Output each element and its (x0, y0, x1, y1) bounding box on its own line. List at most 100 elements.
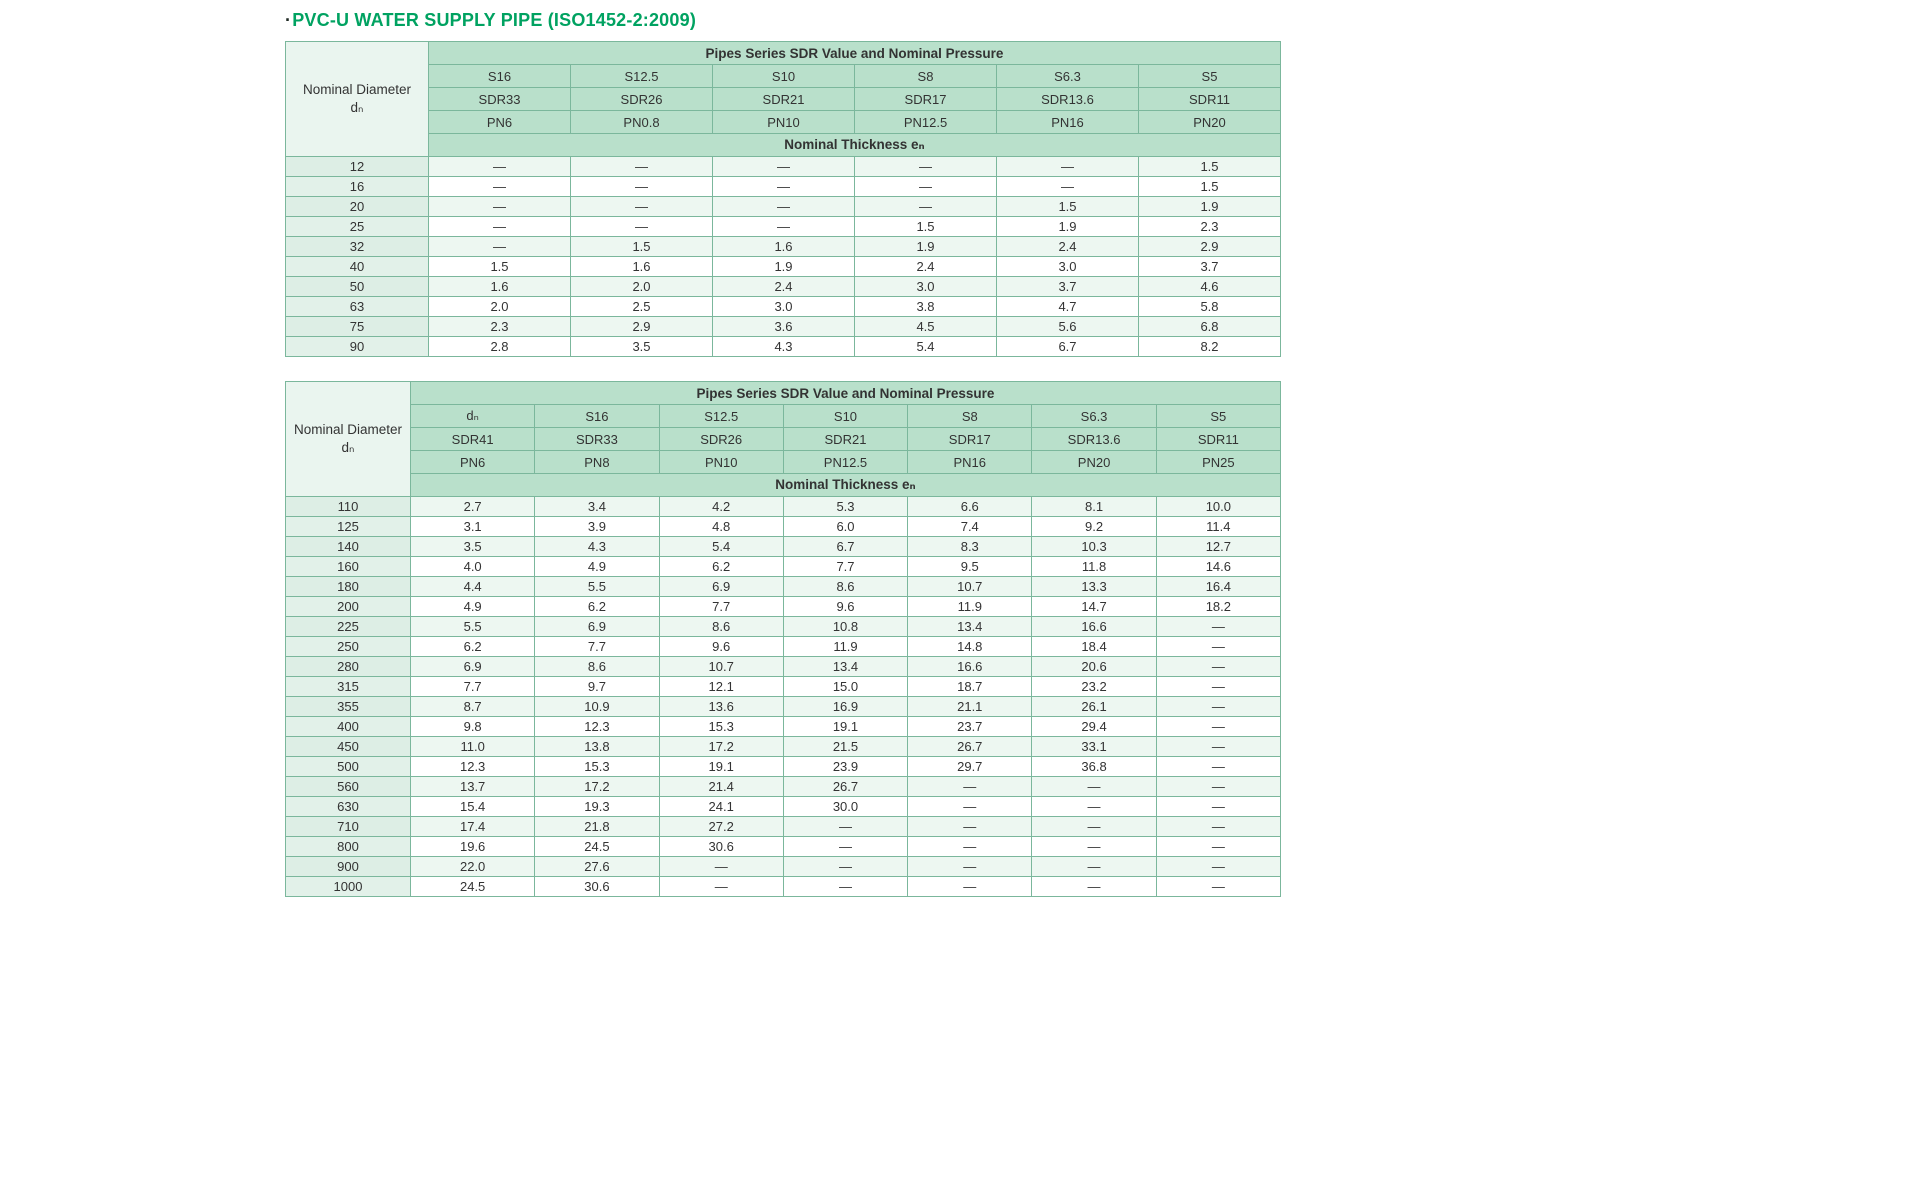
table-row: 20— — — —1.5 1.9 (285, 196, 1281, 217)
thickness-value-cell: 15.4 (409, 796, 536, 817)
sdr-header: SDR33 (534, 427, 660, 451)
thickness-value-cell: — (1155, 876, 1282, 897)
thickness-value-cell: 24.1 (658, 796, 784, 817)
thickness-value-cell: — (570, 176, 713, 197)
thickness-value-cell: — (996, 176, 1139, 197)
thickness-value-cell: 7.7 (782, 556, 909, 577)
thickness-value-cell: — (1031, 856, 1157, 877)
thickness-value-cell: — (1155, 816, 1282, 837)
nominal-diameter-cell: 25 (285, 216, 429, 237)
thickness-value-cell: 7.7 (658, 596, 784, 617)
thickness-value-cell: 15.3 (658, 716, 784, 737)
thickness-value-cell: 1.5 (854, 216, 997, 237)
thickness-value-cell: — (1155, 736, 1282, 757)
table-row: 16— — — — —1.5 (285, 176, 1281, 197)
table-group-title: Pipes Series SDR Value and Nominal Press… (428, 41, 1281, 65)
pn-header: PN8 (534, 450, 660, 474)
sdr-header: SDR17 (907, 427, 1033, 451)
series-header: S16 (428, 64, 571, 88)
table-row: 1000 24.5 30.6— — — — — (285, 876, 1282, 897)
thickness-value-cell: 7.7 (409, 676, 536, 697)
table-row: 800 19.6 24.5 30.6— — — — (285, 836, 1282, 857)
thickness-value-cell: 1.6 (712, 236, 855, 257)
nominal-diameter-cell: 140 (285, 536, 411, 557)
pn-header: PN6 (409, 450, 536, 474)
thickness-value-cell: 19.6 (409, 836, 536, 857)
pn-header: PN10 (712, 110, 855, 134)
table-row: 200 4.9 6.2 7.7 9.6 11.9 14.7 18.2 (285, 596, 1282, 617)
thickness-value-cell: 13.7 (409, 776, 536, 797)
thickness-value-cell: 10.7 (658, 656, 784, 677)
thickness-value-cell: 4.3 (712, 336, 855, 357)
thickness-value-cell: — (854, 176, 997, 197)
thickness-value-cell: 4.8 (658, 516, 784, 537)
thickness-value-cell: 36.8 (1031, 756, 1157, 777)
pn-row: PN6 PN0.8 PN10 PN12.5 PN16 PN20 (286, 110, 1281, 134)
thickness-value-cell: 2.0 (570, 276, 713, 297)
table-row: 560 13.7 17.2 21.4 26.7— — — (285, 776, 1282, 797)
thickness-value-cell: 9.6 (782, 596, 909, 617)
thickness-value-cell: 3.8 (854, 296, 997, 317)
thickness-value-cell: 14.8 (907, 636, 1033, 657)
sdr-row: SDR33 SDR26 SDR21 SDR17 SDR13.6 SDR11 (286, 87, 1281, 111)
thickness-value-cell: — (907, 836, 1033, 857)
thickness-value-cell: 10.0 (1155, 496, 1282, 517)
thickness-value-cell: 11.4 (1155, 516, 1282, 537)
thickness-value-cell: — (1155, 836, 1282, 857)
thickness-value-cell: — (428, 216, 571, 237)
thickness-value-cell: 7.4 (907, 516, 1033, 537)
thickness-value-cell: 21.1 (907, 696, 1033, 717)
thickness-value-cell: 30.6 (534, 876, 660, 897)
thickness-value-cell: — (782, 816, 909, 837)
table-row: 710 17.4 21.8 27.2— — — — (285, 816, 1282, 837)
series-header: dₙ (409, 404, 536, 428)
thickness-value-cell: 1.5 (996, 196, 1139, 217)
thickness-value-cell: 8.6 (782, 576, 909, 597)
thickness-value-cell: — (1031, 776, 1157, 797)
thickness-value-cell: 16.6 (907, 656, 1033, 677)
thickness-title-row: Nominal Thickness eₙ (286, 133, 1281, 157)
sdr-header: SDR11 (1138, 87, 1281, 111)
sdr-row: SDR41 SDR33 SDR26 SDR21 SDR17 SDR13.6 SD… (286, 427, 1282, 451)
thickness-value-cell: 4.5 (854, 316, 997, 337)
thickness-value-cell: — (907, 776, 1033, 797)
thickness-value-cell: 13.8 (534, 736, 660, 757)
thickness-value-cell: 4.6 (1138, 276, 1281, 297)
thickness-value-cell: 1.9 (712, 256, 855, 277)
thickness-value-cell: 1.5 (428, 256, 571, 277)
thickness-value-cell: 6.2 (534, 596, 660, 617)
thickness-value-cell: 2.4 (712, 276, 855, 297)
thickness-value-cell: 7.7 (534, 636, 660, 657)
series-header: S12.5 (570, 64, 713, 88)
thickness-value-cell: 8.6 (658, 616, 784, 637)
thickness-value-cell: 10.8 (782, 616, 909, 637)
thickness-value-cell: 24.5 (409, 876, 536, 897)
thickness-value-cell: — (428, 196, 571, 217)
series-header: S5 (1155, 404, 1282, 428)
thickness-value-cell: 6.2 (658, 556, 784, 577)
corner-header: Nominal Diameter dₙ (285, 381, 411, 497)
thickness-value-cell: 10.7 (907, 576, 1033, 597)
table-row: 63 2.0 2.5 3.0 3.8 4.7 5.8 (285, 296, 1281, 317)
table-row: 450 11.0 13.8 17.2 21.5 26.7 33.1— (285, 736, 1282, 757)
thickness-value-cell: 4.0 (409, 556, 536, 577)
table-row: 32—1.5 1.6 1.9 2.4 2.9 (285, 236, 1281, 257)
table-row: 280 6.9 8.6 10.7 13.4 16.6 20.6— (285, 656, 1282, 677)
thickness-value-cell: 11.0 (409, 736, 536, 757)
thickness-value-cell: — (658, 876, 784, 897)
nominal-diameter-cell: 250 (285, 636, 411, 657)
thickness-value-cell: — (1155, 776, 1282, 797)
thickness-value-cell: 3.4 (534, 496, 660, 517)
thickness-value-cell: 19.1 (782, 716, 909, 737)
thickness-value-cell: 24.5 (534, 836, 660, 857)
thickness-value-cell: 12.3 (534, 716, 660, 737)
thickness-value-cell: 6.7 (782, 536, 909, 557)
sdr-header: SDR17 (854, 87, 997, 111)
nominal-diameter-cell: 180 (285, 576, 411, 597)
thickness-value-cell: 9.5 (907, 556, 1033, 577)
pn-header: PN12.5 (782, 450, 909, 474)
thickness-value-cell: — (712, 156, 855, 177)
nominal-diameter-cell: 450 (285, 736, 411, 757)
thickness-value-cell: 1.6 (570, 256, 713, 277)
thickness-value-cell: 5.4 (658, 536, 784, 557)
